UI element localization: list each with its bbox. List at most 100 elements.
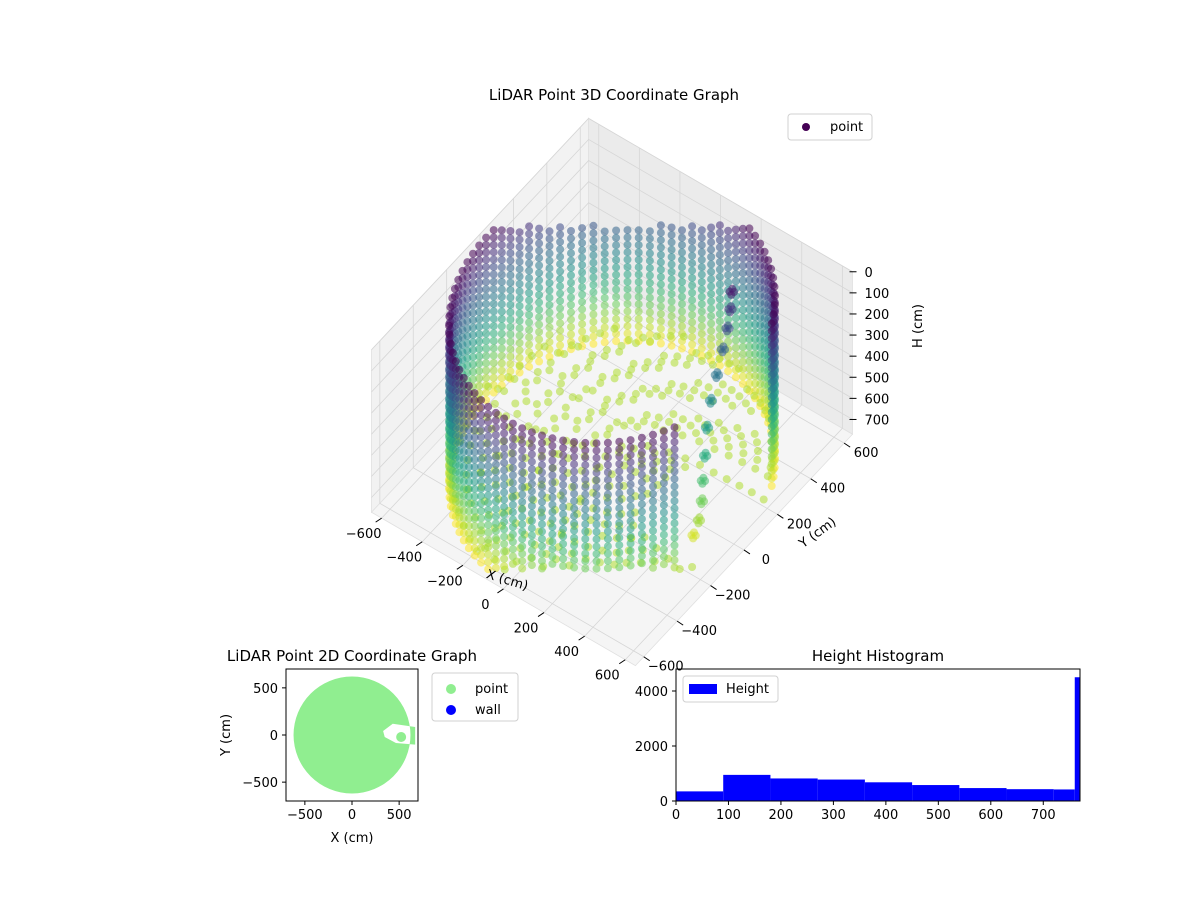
data-point-3d (515, 294, 524, 303)
data-point-3d (626, 546, 635, 555)
data-point-3d (669, 410, 678, 419)
data-point-3d (623, 285, 632, 294)
data-point-3d (654, 363, 663, 372)
data-point-3d (489, 255, 498, 264)
data-point-3d (508, 449, 517, 458)
legend-2d-marker-wall (446, 705, 456, 715)
data-point-3d (738, 239, 747, 248)
data-point-3d (527, 546, 536, 555)
data-point-3d (451, 357, 460, 366)
data-point-3d (767, 430, 776, 439)
data-point-3d (538, 564, 546, 573)
data-point-3d (489, 388, 498, 397)
data-point-3d (709, 468, 718, 477)
data-point-3d (738, 246, 747, 255)
data-point-3d (666, 331, 675, 340)
data-point-3d (678, 263, 686, 272)
data-point-3d (710, 445, 719, 454)
data-point-3d (545, 256, 554, 265)
data-point-3d (626, 509, 635, 518)
data-point-3d (538, 557, 546, 566)
data-point-3d (626, 517, 635, 526)
data-point-3d (518, 483, 527, 492)
data-point-3d (649, 534, 657, 543)
data-point-3d (556, 230, 565, 239)
data-point-3d (715, 228, 724, 237)
data-point-3d (553, 348, 562, 357)
data-point-3d (525, 266, 534, 275)
data-point-3d (637, 537, 646, 546)
data-point-3d (612, 241, 621, 250)
data-point-3d (515, 302, 524, 310)
data-point-3d (567, 330, 575, 339)
data-point-3d (482, 314, 491, 323)
data-point-3d (455, 365, 464, 374)
data-point-3d (626, 532, 635, 541)
data-point-3d (678, 278, 686, 286)
data-point-3d (715, 258, 724, 267)
data-point-3d (548, 441, 557, 450)
data-point-3d (678, 344, 686, 353)
data-point-3d (538, 461, 546, 470)
data-point-3d (699, 391, 708, 400)
data-point-3d (545, 308, 554, 317)
x-tick-mark-3d (537, 612, 545, 617)
data-point-3d (515, 368, 524, 377)
data-point-3d (548, 478, 557, 487)
data-point-3d (771, 291, 779, 300)
data-point-3d (645, 286, 654, 295)
data-point-3d (515, 242, 524, 251)
data-point-3d (707, 289, 716, 298)
data-point-3d (603, 438, 612, 447)
data-point-3d (482, 351, 491, 360)
data-point-3d (589, 221, 598, 230)
data-point-3d (678, 226, 686, 235)
data-point-3d (491, 475, 500, 484)
grid-line-y (379, 340, 644, 658)
data-point-3d (750, 391, 759, 400)
data-point-3d (645, 242, 654, 250)
data-point-3d (500, 414, 509, 423)
data-point-3d (491, 519, 500, 528)
data-point-3d (469, 249, 477, 258)
data-point-3d (670, 467, 679, 476)
data-point-3d (535, 246, 544, 255)
data-point-3d (612, 270, 621, 279)
data-point-3d (475, 300, 484, 309)
data-point-3d (745, 239, 754, 248)
data-point-3d (527, 487, 536, 496)
data-point-3d (475, 248, 484, 257)
data-point-3d (533, 409, 542, 418)
data-point-3d (477, 514, 486, 523)
data-point-3d (767, 341, 776, 350)
data-point-3d (637, 507, 646, 516)
data-point-3d (538, 542, 546, 551)
data-point-3d (637, 455, 646, 464)
data-point-3d (615, 452, 624, 461)
data-point-3d (637, 433, 646, 442)
data-point-3d (714, 418, 723, 427)
data-point-3d (556, 274, 565, 283)
data-point-3d (489, 277, 498, 286)
data-point-3d (497, 337, 506, 346)
data-point-3d (688, 340, 697, 349)
data-point-3d (581, 468, 590, 477)
hist-x-tick-label: 0 (672, 808, 680, 823)
data-point-3d (470, 529, 479, 538)
data-point-3d (623, 263, 632, 271)
data-point-3d (570, 438, 579, 446)
data-point-3d (589, 339, 598, 348)
data-point-3d (704, 383, 713, 392)
data-point-3d (751, 464, 760, 473)
data-point-3d (581, 542, 590, 551)
data-point-3d (497, 263, 506, 272)
data-point-3d (707, 245, 716, 254)
data-point-3d (679, 332, 688, 341)
data-point-3d (745, 254, 754, 262)
data-point-3d (500, 481, 509, 489)
data-point-3d (548, 545, 557, 554)
data-point-3d (656, 287, 665, 296)
data-point-3d (570, 497, 579, 506)
data-point-3d (545, 271, 554, 280)
data-point-3d (527, 479, 536, 488)
